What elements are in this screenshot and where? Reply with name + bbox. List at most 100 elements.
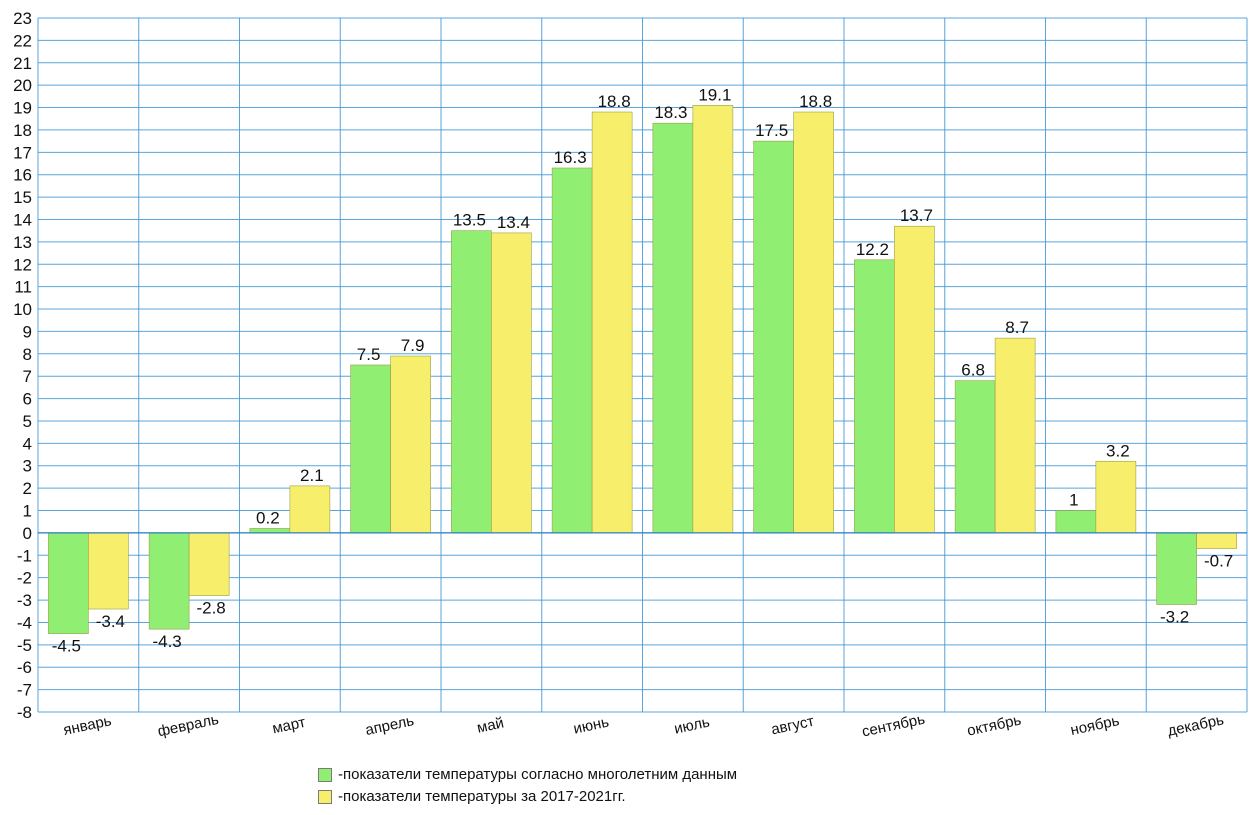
bar-longterm [350,364,391,534]
bar-recent [894,225,935,534]
y-tick-label: 4 [23,434,32,453]
y-tick-label: -2 [17,569,32,588]
legend-label-recent: -показатели температуры за 2017-2021гг. [338,788,626,805]
legend-item-longterm: -показатели температуры согласно многоле… [318,764,737,786]
bar-longterm [954,380,996,534]
y-tick-label: 14 [13,210,32,229]
legend-swatch-recent [318,790,332,804]
x-tick-label: апрель [364,712,416,739]
bar-longterm [1156,532,1197,605]
data-label-recent: 7.9 [401,336,425,355]
bar-longterm [753,140,794,534]
y-tick-label: 20 [13,76,32,95]
y-tick-label: 5 [23,412,32,431]
bar-longterm [854,259,895,534]
data-label-longterm: 0.2 [256,508,280,527]
bar-recent [491,232,532,534]
x-tick-label: июнь [572,714,611,738]
x-tick-label: октябрь [966,712,1023,740]
y-tick-label: 21 [13,54,32,73]
bar-recent [692,105,734,534]
x-tick-label: декабрь [1166,711,1226,740]
data-label-longterm: 13.5 [453,211,486,230]
data-label-recent: 2.1 [300,466,324,485]
data-label-recent: 18.8 [799,92,832,111]
bar-recent [1095,460,1137,534]
y-tick-label: 23 [13,9,32,28]
data-label-longterm: -4.3 [152,632,181,651]
y-tick-label: 11 [14,278,32,297]
bar-recent [591,111,633,534]
data-label-recent: 8.7 [1005,318,1029,337]
x-tick-label: март [271,714,307,738]
data-label-recent: -2.8 [196,599,225,618]
legend-item-recent: -показатели температуры за 2017-2021гг. [318,786,737,808]
x-tick-label: февраль [156,711,220,741]
bar-recent [289,485,331,534]
data-label-recent: 13.4 [497,213,530,232]
y-tick-label: -7 [17,681,32,700]
bar-longterm [1055,510,1097,534]
x-tick-label: ноябрь [1069,712,1121,739]
y-tick-label: -5 [17,636,32,655]
bar-longterm [652,122,694,534]
y-tick-label: 3 [23,457,32,476]
bar-recent [390,355,431,534]
y-tick-label: -8 [17,703,32,722]
x-tick-label: май [475,714,505,736]
y-tick-label: 12 [13,255,32,274]
y-tick-label: 8 [23,345,32,364]
bar-longterm [551,167,593,534]
data-label-longterm: 16.3 [554,148,587,167]
y-tick-label: -6 [17,658,32,677]
y-tick-label: 18 [13,121,32,140]
legend: -показатели температуры согласно многоле… [318,764,737,808]
data-label-recent: 3.2 [1106,441,1130,460]
y-tick-label: 10 [13,300,32,319]
data-label-longterm: -3.2 [1160,608,1189,627]
data-label-recent: -0.7 [1204,552,1233,571]
data-label-longterm: 17.5 [755,121,788,140]
bar-recent [1196,532,1237,549]
y-tick-label: 1 [23,502,32,521]
y-tick-label: -3 [17,591,32,610]
x-tick-label: сентябрь [860,711,926,741]
data-label-recent: 13.7 [900,206,933,225]
bar-longterm [249,528,291,534]
bar-recent [188,532,230,596]
bar-longterm [148,532,190,630]
bar-longterm [451,230,492,534]
y-tick-label: 9 [23,322,32,341]
x-tick-label: июль [673,714,712,738]
bar-recent [793,111,834,534]
data-label-longterm: 6.8 [961,361,985,380]
x-tick-label: август [770,713,816,739]
data-label-longterm: -4.5 [52,637,81,656]
data-label-recent: 19.1 [698,85,731,104]
legend-label-longterm: -показатели температуры согласно многоле… [338,766,738,783]
y-tick-label: 19 [13,99,32,118]
data-label-recent: -3.4 [96,612,125,631]
data-label-longterm: 7.5 [357,345,381,364]
y-tick-label: 0 [23,524,32,543]
data-label-longterm: 12.2 [856,240,889,259]
bar-recent [994,337,1036,534]
legend-swatch-longterm [318,768,332,782]
y-tick-label: 6 [23,390,32,409]
y-tick-label: 2 [23,479,32,498]
y-tick-label: -1 [17,546,32,565]
y-tick-label: 7 [23,367,32,386]
y-tick-label: -4 [17,613,32,632]
y-tick-label: 13 [13,233,32,252]
bar-longterm [48,532,89,634]
y-tick-label: 16 [13,166,32,185]
data-label-longterm: 1 [1069,491,1078,510]
data-label-longterm: 18.3 [654,103,687,122]
y-tick-label: 17 [13,143,32,162]
data-label-recent: 18.8 [598,92,631,111]
bar-recent [88,532,129,610]
y-tick-label: 15 [13,188,32,207]
x-tick-label: январь [62,712,113,739]
